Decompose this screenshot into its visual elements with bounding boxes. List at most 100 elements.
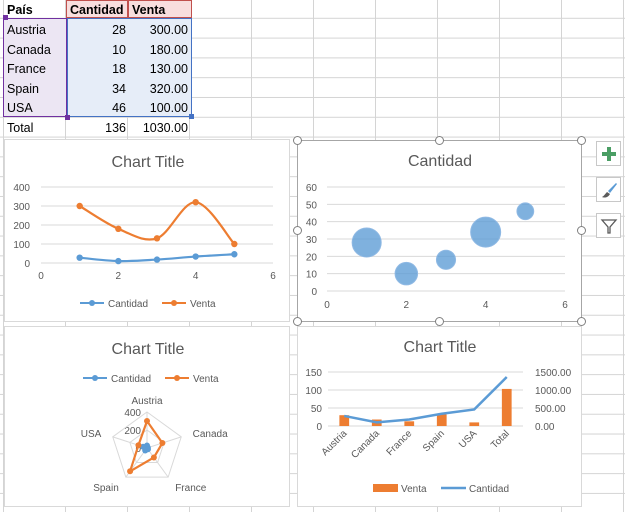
header-highlight-venta xyxy=(128,0,192,18)
line-chart-svg: Chart Title 0 100 200 300 400 0 2 4 6 Cantidad Vent… xyxy=(13,154,276,310)
cell-cantidad[interactable]: 46 xyxy=(112,101,126,115)
category-label: USA xyxy=(457,428,480,451)
data-point xyxy=(76,202,83,210)
chart-filters-button[interactable] xyxy=(596,213,621,238)
cell-country[interactable]: Austria xyxy=(7,23,46,37)
x-tick-label: 6 xyxy=(270,271,276,282)
resize-handle[interactable] xyxy=(435,136,444,145)
legend-label: Cantidad xyxy=(111,374,151,385)
header-venta[interactable]: Venta xyxy=(132,3,166,17)
category-label: Spain xyxy=(421,428,447,454)
bar xyxy=(469,422,480,426)
header-pais[interactable]: País xyxy=(7,3,33,17)
bubble-chart[interactable]: Cantidad 0 10 20 30 40 50 60 0 2 4 6 xyxy=(297,140,582,322)
data-point xyxy=(150,454,157,461)
funnel-icon xyxy=(600,218,617,234)
data-point xyxy=(153,256,161,263)
range-handle[interactable] xyxy=(189,114,194,119)
chart-styles-button[interactable] xyxy=(596,177,621,202)
range-handle[interactable] xyxy=(3,15,8,20)
legend-marker xyxy=(171,300,177,306)
cell-total-cantidad[interactable]: 136 xyxy=(105,121,126,135)
data-point xyxy=(115,225,122,232)
x-tick-label: 0 xyxy=(38,271,44,282)
chart-title: Chart Title xyxy=(404,339,477,356)
resize-handle[interactable] xyxy=(577,317,586,326)
cell-total-venta[interactable]: 1030.00 xyxy=(142,121,188,135)
resize-handle[interactable] xyxy=(293,136,302,145)
y-right-tick-label: 0.00 xyxy=(535,422,555,433)
legend-label: Cantidad xyxy=(108,299,148,310)
cell-cantidad[interactable]: 28 xyxy=(112,23,126,37)
resize-handle[interactable] xyxy=(293,226,302,235)
header-highlight-cantidad xyxy=(66,0,128,18)
chart-elements-button[interactable] xyxy=(596,141,621,166)
combo-chart-svg: Chart Title0501001500.00500.001000.00150… xyxy=(305,339,572,495)
resize-handle[interactable] xyxy=(435,317,444,326)
cell-country[interactable]: Spain xyxy=(7,82,39,96)
legend-label: Cantidad xyxy=(469,484,509,495)
x-tick-label: 4 xyxy=(483,300,489,311)
bubble xyxy=(351,227,382,258)
radar-chart[interactable]: Chart Title Cantidad Venta 0 200 400 Austria Ca… xyxy=(4,326,290,507)
cell-cantidad[interactable]: 10 xyxy=(112,43,126,57)
y-tick-label: 100 xyxy=(13,240,30,251)
y-right-tick-label: 500.00 xyxy=(535,404,566,415)
y-tick-label: 30 xyxy=(306,235,318,246)
cell-venta[interactable]: 180.00 xyxy=(149,43,188,57)
cell-venta[interactable]: 300.00 xyxy=(149,23,188,37)
cell-venta[interactable]: 130.00 xyxy=(149,62,188,76)
category-label: Total xyxy=(489,428,512,451)
cell-total-label[interactable]: Total xyxy=(7,121,34,135)
y-left-tick-label: 100 xyxy=(305,386,322,397)
cell-country[interactable]: France xyxy=(7,62,46,76)
cell-venta[interactable]: 100.00 xyxy=(149,101,188,115)
chart-title: Chart Title xyxy=(112,341,185,358)
y-right-tick-label: 1500.00 xyxy=(535,368,572,379)
data-point xyxy=(115,257,122,265)
y-left-tick-label: 150 xyxy=(305,368,322,379)
y-left-tick-label: 50 xyxy=(311,404,323,415)
header-cantidad[interactable]: Cantidad xyxy=(70,3,124,17)
data-point xyxy=(231,251,238,258)
y-right-tick-label: 1000.00 xyxy=(535,386,572,397)
cell-country[interactable]: Canada xyxy=(7,43,51,57)
series-polygon-venta xyxy=(128,418,164,474)
cell-cantidad[interactable]: 34 xyxy=(112,82,126,96)
legend-label: Venta xyxy=(190,299,216,310)
radar-spoke xyxy=(146,447,169,478)
y-tick-label: 50 xyxy=(306,200,318,211)
bar xyxy=(339,415,350,426)
resize-handle[interactable] xyxy=(293,317,302,326)
brush-icon xyxy=(601,182,617,198)
legend-marker xyxy=(89,300,95,306)
cell-country[interactable]: USA xyxy=(7,101,33,115)
resize-handle[interactable] xyxy=(577,136,586,145)
data-point xyxy=(127,468,134,475)
cell-venta[interactable]: 320.00 xyxy=(149,82,188,96)
category-label: Canada xyxy=(193,429,228,440)
x-tick-label: 2 xyxy=(404,300,410,311)
range-handle[interactable] xyxy=(65,115,70,120)
legend-label: Venta xyxy=(401,484,427,495)
y-tick-label: 20 xyxy=(306,252,318,263)
y-tick-label: 0 xyxy=(311,287,317,298)
bubble-chart-svg: Cantidad 0 10 20 30 40 50 60 0 2 4 6 xyxy=(306,153,568,311)
bar xyxy=(501,388,512,426)
chart-title: Chart Title xyxy=(112,154,185,171)
line-chart[interactable]: Chart Title 0 100 200 300 400 0 2 4 6 Cantidad Vent… xyxy=(4,139,290,322)
data-point xyxy=(76,254,83,261)
resize-handle[interactable] xyxy=(577,226,586,235)
radar-grid xyxy=(112,411,182,478)
combo-chart[interactable]: Chart Title 0 50 100 150 0.00 500.00 1000.00 150… xyxy=(297,326,582,507)
r-tick-label: 400 xyxy=(124,408,141,419)
y-left-tick-label: 0 xyxy=(316,422,322,433)
category-label: USA xyxy=(81,429,102,440)
category-label: Spain xyxy=(93,483,119,494)
cell-cantidad[interactable]: 18 xyxy=(112,62,126,76)
bubble xyxy=(435,249,457,270)
y-tick-label: 40 xyxy=(306,218,318,229)
bubble xyxy=(470,216,502,248)
y-tick-label: 400 xyxy=(13,183,30,194)
